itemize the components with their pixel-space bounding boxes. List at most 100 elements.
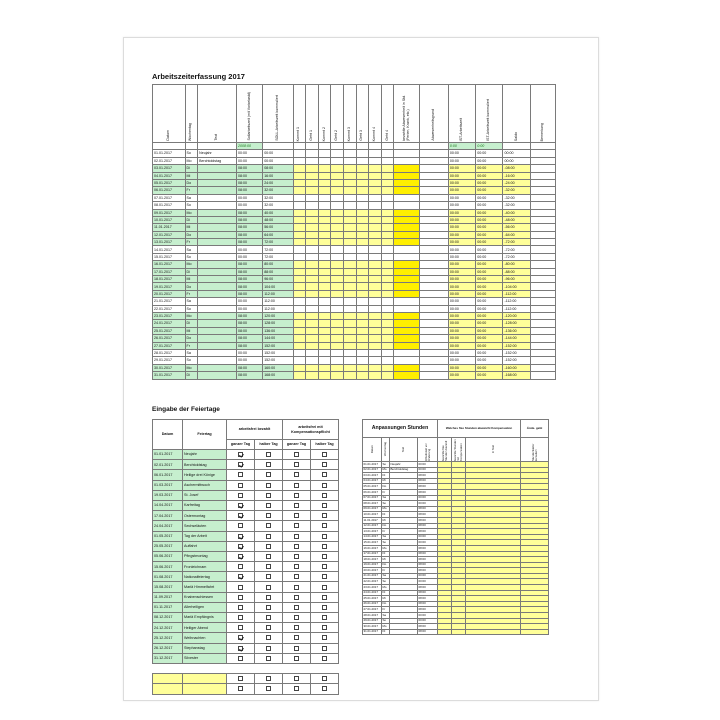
row-text[interactable]: Berchtoldstag — [197, 156, 237, 166]
row-time-entry[interactable] — [355, 311, 370, 321]
row-time-entry[interactable] — [368, 201, 382, 210]
row-absence-hours[interactable] — [393, 326, 420, 336]
row-time-entry[interactable] — [368, 223, 382, 232]
row-time-entry[interactable] — [355, 223, 370, 232]
checkbox-unchecked[interactable] — [294, 584, 299, 590]
row-time-entry[interactable] — [292, 304, 307, 314]
checkbox-unchecked[interactable] — [294, 543, 299, 549]
row-text[interactable] — [197, 341, 237, 350]
row-time-entry[interactable] — [292, 156, 307, 166]
row-time-entry[interactable] — [317, 215, 332, 225]
row-time-entry[interactable] — [343, 334, 357, 343]
row-absence-hours[interactable] — [393, 371, 420, 380]
row-time-entry[interactable] — [380, 260, 395, 269]
row-text[interactable] — [197, 215, 237, 225]
adj-factor[interactable] — [520, 494, 550, 502]
checkbox-unchecked[interactable] — [294, 594, 299, 600]
holiday-name[interactable]: Ostermontag — [182, 510, 227, 522]
row-time-entry[interactable] — [330, 356, 344, 365]
row-time-entry[interactable] — [368, 149, 382, 158]
holiday-name[interactable]: Aschermittwoch — [182, 479, 227, 491]
row-time-entry[interactable] — [330, 311, 344, 321]
row-time-entry[interactable] — [317, 297, 332, 306]
checkbox-unchecked[interactable] — [322, 492, 327, 498]
row-time-entry[interactable] — [330, 223, 344, 232]
row-time-entry[interactable] — [292, 149, 307, 158]
row-time-entry[interactable] — [355, 238, 370, 247]
row-remark[interactable] — [529, 282, 557, 291]
checkbox-unchecked[interactable] — [322, 564, 327, 570]
row-time-entry[interactable] — [292, 341, 307, 350]
row-time-entry[interactable] — [355, 252, 370, 262]
row-time-entry[interactable] — [343, 341, 357, 350]
row-absence-hours[interactable] — [393, 193, 420, 203]
row-absence-hours[interactable] — [393, 215, 420, 225]
row-time-entry[interactable] — [317, 282, 332, 291]
row-text[interactable] — [197, 356, 237, 365]
row-time-entry[interactable] — [305, 356, 319, 365]
row-absence-reason[interactable] — [418, 230, 449, 240]
holiday-name[interactable]: Heilige drei Könige — [182, 469, 227, 481]
row-time-entry[interactable] — [380, 356, 395, 365]
row-time-entry[interactable] — [317, 223, 332, 232]
row-time-entry[interactable] — [317, 178, 332, 188]
row-text[interactable] — [197, 334, 237, 343]
row-absence-hours[interactable] — [393, 348, 420, 358]
row-time-entry[interactable] — [292, 311, 307, 321]
row-time-entry[interactable] — [368, 238, 382, 247]
row-time-entry[interactable] — [292, 245, 307, 254]
row-absence-reason[interactable] — [418, 371, 449, 380]
checkbox-unchecked[interactable] — [294, 503, 299, 509]
row-absence-hours[interactable] — [393, 311, 420, 321]
checkbox-checked[interactable] — [238, 503, 243, 509]
row-text[interactable] — [197, 245, 237, 254]
row-time-entry[interactable] — [317, 245, 332, 254]
row-text[interactable] — [197, 275, 237, 284]
row-time-entry[interactable] — [380, 319, 395, 328]
row-time-entry[interactable] — [355, 208, 370, 217]
row-time-entry[interactable] — [355, 363, 370, 373]
holiday-name[interactable]: Mariä Empfängnis — [182, 611, 227, 624]
row-time-entry[interactable] — [292, 193, 307, 203]
row-remark[interactable] — [529, 275, 557, 284]
row-time-entry[interactable] — [343, 319, 357, 328]
checkbox-unchecked[interactable] — [322, 625, 327, 631]
row-time-entry[interactable] — [343, 186, 357, 195]
holiday-name[interactable]: Sechseläuten — [182, 520, 227, 532]
row-time-entry[interactable] — [343, 326, 357, 336]
row-time-entry[interactable] — [292, 223, 307, 232]
row-absence-reason[interactable] — [418, 363, 449, 373]
checkbox-unchecked[interactable] — [266, 533, 271, 539]
row-text[interactable] — [197, 252, 237, 262]
holiday-date[interactable]: 25.12.2017 — [152, 632, 183, 644]
holiday-date[interactable]: 01.11.2017 — [152, 601, 183, 614]
adj-factor[interactable] — [520, 489, 550, 496]
checkbox-unchecked[interactable] — [266, 635, 271, 641]
checkbox-unchecked[interactable] — [322, 523, 327, 529]
holiday-date[interactable]: 01.01.2017 — [152, 448, 183, 461]
row-time-entry[interactable] — [380, 215, 395, 225]
checkbox-unchecked[interactable] — [238, 584, 243, 590]
row-time-entry[interactable] — [292, 260, 307, 269]
row-time-entry[interactable] — [380, 164, 395, 173]
row-time-entry[interactable] — [305, 319, 319, 328]
checkbox-unchecked[interactable] — [322, 645, 327, 651]
row-time-entry[interactable] — [330, 260, 344, 269]
row-time-entry[interactable] — [292, 363, 307, 373]
row-time-entry[interactable] — [380, 171, 395, 180]
checkbox-unchecked[interactable] — [294, 472, 299, 478]
checkbox-checked[interactable] — [238, 574, 243, 580]
row-absence-hours[interactable] — [393, 341, 420, 350]
holiday-name[interactable]: Allerheiligen — [182, 601, 227, 614]
checkbox-unchecked[interactable] — [266, 553, 271, 559]
row-absence-reason[interactable] — [418, 149, 449, 158]
holiday-date[interactable]: 26.12.2017 — [152, 642, 183, 654]
holiday-date[interactable]: 19.03.2017 — [152, 489, 183, 501]
row-absence-hours[interactable] — [393, 178, 420, 188]
row-absence-reason[interactable] — [418, 156, 449, 166]
row-time-entry[interactable] — [355, 371, 370, 380]
row-time-entry[interactable] — [380, 289, 395, 299]
row-time-entry[interactable] — [368, 334, 382, 343]
row-time-entry[interactable] — [355, 201, 370, 210]
row-time-entry[interactable] — [330, 282, 344, 291]
